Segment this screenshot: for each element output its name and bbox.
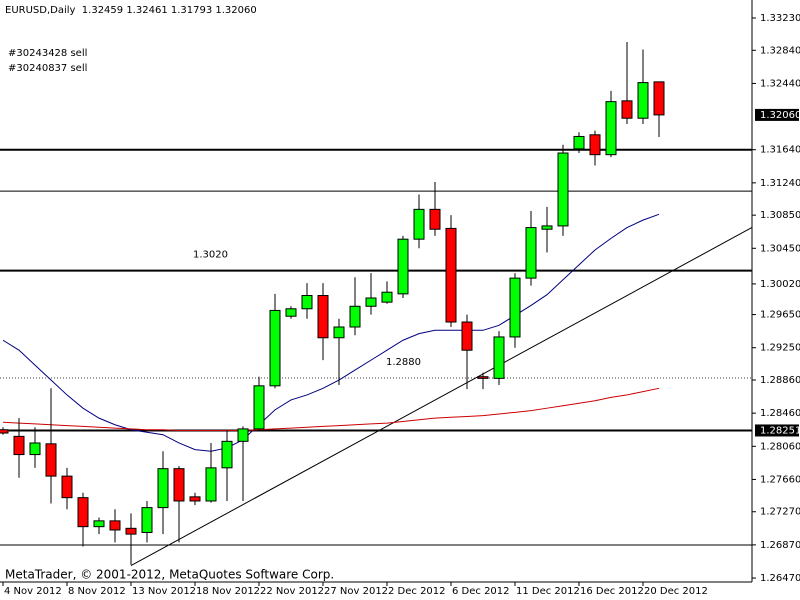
x-tick-label: 13 Nov 2012 (132, 586, 196, 597)
candle-body (525, 227, 537, 279)
candle-body (157, 468, 169, 509)
candle-body (317, 295, 329, 339)
candle-body (269, 309, 281, 387)
candle-body (285, 308, 297, 317)
candle-body (253, 385, 265, 430)
candle-body (461, 321, 473, 351)
candle-body (509, 277, 521, 338)
order-label: #30243428 sell (8, 48, 87, 59)
candle-body (589, 134, 601, 156)
candle-body (573, 135, 585, 150)
candle-body (45, 443, 57, 477)
candle-body (61, 475, 73, 499)
x-tick-label: 27 Nov 2012 (324, 586, 388, 597)
y-tick-label: 1.30450 (760, 243, 800, 254)
chart-title: EURUSD,Daily 1.32459 1.32461 1.31793 1.3… (5, 5, 257, 16)
price-label: 1.28251 (760, 425, 800, 436)
y-tick-label: 1.27660 (760, 474, 800, 485)
candle-body (621, 100, 633, 119)
x-tick-label: 16 Dec 2012 (580, 586, 644, 597)
candle-body (237, 428, 249, 442)
x-tick-label: 4 Nov 2012 (4, 586, 62, 597)
candle-body (301, 295, 313, 310)
y-tick-label: 1.30850 (760, 210, 800, 221)
candle-body (125, 527, 137, 535)
order-label: #30240837 sell (8, 63, 87, 74)
candle-body (429, 208, 441, 230)
candle-body (493, 336, 505, 379)
y-tick-label: 1.27270 (760, 507, 800, 518)
x-tick-label: 2 Dec 2012 (388, 586, 446, 597)
y-tick-label: 1.32440 (760, 78, 800, 89)
y-tick-label: 1.26470 (760, 573, 800, 584)
x-tick-label: 8 Nov 2012 (68, 586, 126, 597)
y-tick-label: 1.28860 (760, 375, 800, 386)
moving-average (2, 387, 660, 432)
candle-body (445, 227, 457, 323)
trend-line (130, 227, 753, 567)
candle-body (397, 238, 409, 295)
x-tick-label: 11 Dec 2012 (516, 586, 580, 597)
y-tick-label: 1.29250 (760, 343, 800, 354)
candle-body (413, 208, 425, 240)
y-tick-label: 1.31240 (760, 178, 800, 189)
candle-body (333, 326, 345, 339)
candle-body (109, 520, 121, 531)
candle-body (637, 82, 649, 119)
candle-body (557, 152, 569, 227)
candle-body (13, 435, 25, 456)
moving-average (2, 213, 660, 452)
y-tick-label: 1.30020 (760, 279, 800, 290)
candle-body (605, 101, 617, 156)
candle-body (349, 305, 361, 328)
y-tick-label: 1.31640 (760, 145, 800, 156)
candle-body (77, 497, 89, 528)
x-tick-label: 22 Nov 2012 (260, 586, 324, 597)
candle-body (205, 467, 217, 502)
candle-body (365, 297, 377, 307)
price-label: 1.32060 (760, 110, 800, 121)
x-tick-label: 20 Dec 2012 (644, 586, 708, 597)
y-tick-label: 1.26870 (760, 540, 800, 551)
candle-body (189, 496, 201, 502)
candle-body (381, 291, 393, 303)
candle-body (29, 442, 41, 456)
price-label-box (755, 424, 799, 437)
y-tick-label: 1.33230 (760, 13, 800, 24)
level-label: 1.2880 (386, 357, 421, 368)
candle-body (221, 440, 233, 469)
x-tick-label: 6 Dec 2012 (452, 586, 510, 597)
y-tick-label: 1.29650 (760, 310, 800, 321)
candle-body (0, 429, 9, 434)
footer: MetaTrader, © 2001-2012, MetaQuotes Soft… (5, 568, 334, 582)
y-tick-label: 1.28460 (760, 408, 800, 419)
x-tick-label: 18 Nov 2012 (196, 586, 260, 597)
candle-body (93, 520, 105, 528)
candle-body (653, 81, 665, 116)
candle-body (541, 225, 553, 230)
level-label: 1.3020 (193, 250, 228, 261)
candle-body (173, 468, 185, 502)
candle-body (477, 376, 489, 379)
y-tick-label: 1.32840 (760, 45, 800, 56)
y-tick-label: 1.28060 (760, 441, 800, 452)
price-label-box (755, 108, 799, 121)
candle-body (141, 507, 153, 533)
